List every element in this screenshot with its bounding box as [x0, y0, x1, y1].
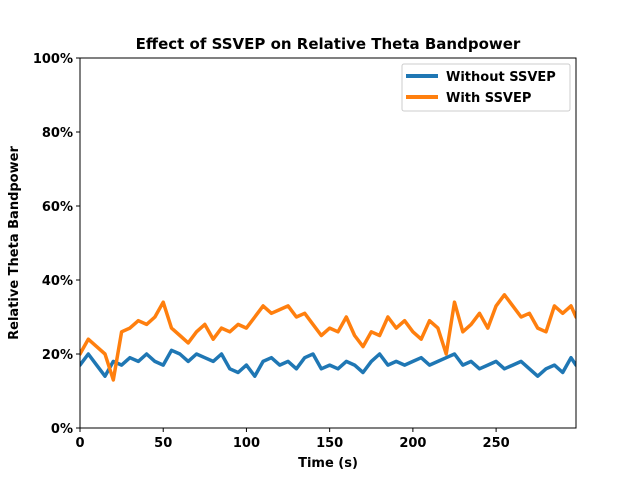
y-tick-label: 60%: [42, 200, 73, 215]
x-axis: 0 50 100 150 200 250: [75, 428, 510, 451]
x-tick-label: 200: [399, 436, 426, 451]
y-tick-label: 40%: [42, 274, 73, 289]
legend: Without SSVEP With SSVEP: [401, 63, 571, 112]
x-tick-label: 250: [483, 436, 510, 451]
legend-label-without-ssvep: Without SSVEP: [446, 70, 556, 85]
x-tick-label: 50: [154, 436, 172, 451]
x-axis-label: Time (s): [298, 456, 358, 471]
plot-frame: [79, 57, 577, 429]
chart-title: Effect of SSVEP on Relative Theta Bandpo…: [136, 35, 521, 53]
y-tick-label: 80%: [42, 126, 73, 141]
series-line-without-ssvep: [80, 348, 576, 378]
y-axis: 0% 20% 40% 60% 80% 100%: [33, 52, 80, 437]
legend-box: [401, 63, 571, 112]
legend-label-with-ssvep: With SSVEP: [446, 91, 531, 106]
y-tick-label: 20%: [42, 348, 73, 363]
x-tick-label: 100: [233, 436, 260, 451]
y-tick-label: 0%: [51, 422, 73, 437]
x-tick-label: 150: [316, 436, 343, 451]
x-tick-label: 0: [75, 436, 84, 451]
y-tick-label: 100%: [33, 52, 73, 67]
series-line-with-ssvep: [80, 293, 576, 382]
series-layer: [80, 293, 576, 382]
y-axis-label: Relative Theta Bandpower: [7, 146, 22, 340]
